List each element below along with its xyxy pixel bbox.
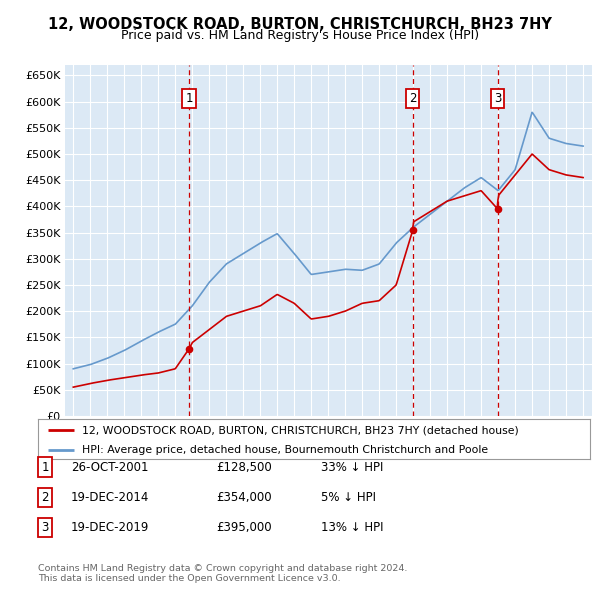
Text: 2: 2 — [409, 92, 416, 105]
Text: 12, WOODSTOCK ROAD, BURTON, CHRISTCHURCH, BH23 7HY: 12, WOODSTOCK ROAD, BURTON, CHRISTCHURCH… — [48, 17, 552, 32]
Text: Price paid vs. HM Land Registry's House Price Index (HPI): Price paid vs. HM Land Registry's House … — [121, 30, 479, 42]
Text: 19-DEC-2014: 19-DEC-2014 — [71, 491, 149, 504]
Text: 1: 1 — [41, 461, 49, 474]
Text: 12, WOODSTOCK ROAD, BURTON, CHRISTCHURCH, BH23 7HY (detached house): 12, WOODSTOCK ROAD, BURTON, CHRISTCHURCH… — [82, 425, 519, 435]
Text: £128,500: £128,500 — [216, 461, 272, 474]
Text: 3: 3 — [494, 92, 502, 105]
Text: 13% ↓ HPI: 13% ↓ HPI — [321, 521, 383, 534]
Text: 19-DEC-2019: 19-DEC-2019 — [71, 521, 149, 534]
Text: £395,000: £395,000 — [216, 521, 272, 534]
Text: 33% ↓ HPI: 33% ↓ HPI — [321, 461, 383, 474]
Text: 5% ↓ HPI: 5% ↓ HPI — [321, 491, 376, 504]
Text: 3: 3 — [41, 521, 49, 534]
Text: Contains HM Land Registry data © Crown copyright and database right 2024.
This d: Contains HM Land Registry data © Crown c… — [38, 563, 407, 583]
Text: 26-OCT-2001: 26-OCT-2001 — [71, 461, 148, 474]
Text: 1: 1 — [185, 92, 193, 105]
Text: £354,000: £354,000 — [216, 491, 272, 504]
Text: HPI: Average price, detached house, Bournemouth Christchurch and Poole: HPI: Average price, detached house, Bour… — [82, 445, 488, 455]
Text: 2: 2 — [41, 491, 49, 504]
